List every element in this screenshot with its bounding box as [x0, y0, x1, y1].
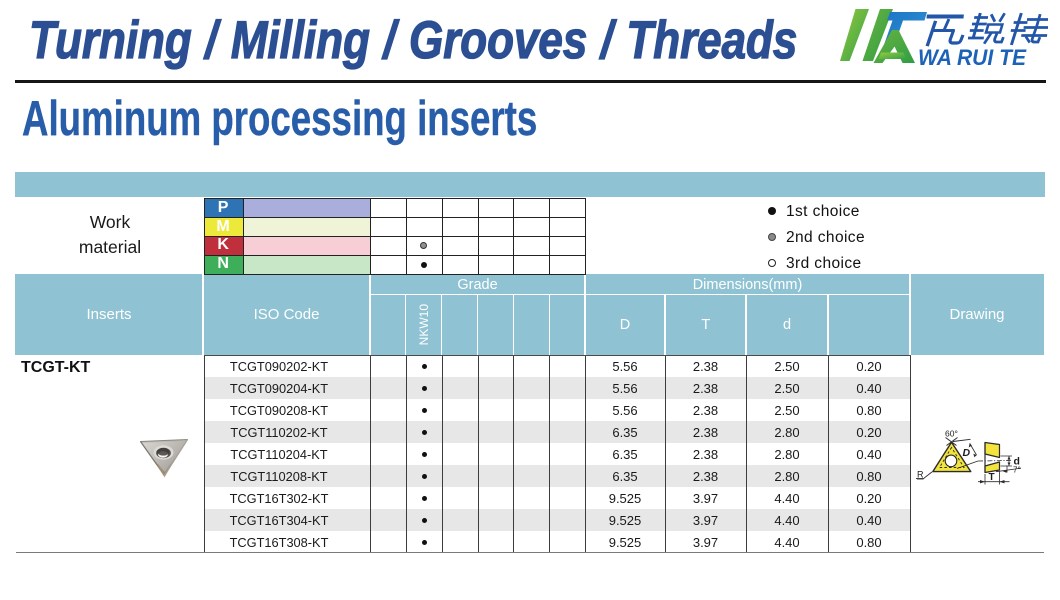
svg-text:D: D — [963, 447, 971, 459]
svg-text:T: T — [989, 472, 995, 483]
svg-text:WA RUI TE: WA RUI TE — [918, 45, 1027, 70]
svg-text:R: R — [917, 470, 924, 480]
svg-text:7°: 7° — [1013, 466, 1021, 475]
svg-text:d: d — [1014, 456, 1020, 468]
svg-text:60°: 60° — [945, 429, 958, 439]
